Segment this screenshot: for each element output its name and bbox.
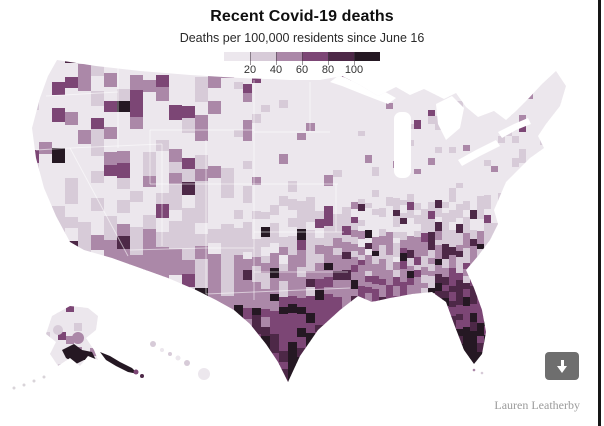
legend-tick-label: 80	[321, 64, 335, 76]
legend-swatch	[354, 52, 380, 61]
contiguous-us	[32, 60, 566, 382]
legend-swatch	[224, 52, 250, 61]
legend-tick-label: 60	[295, 64, 309, 76]
legend-swatch	[276, 52, 302, 61]
legend-swatch	[328, 52, 354, 61]
great-lakes	[330, 76, 531, 178]
hawaii-inset	[150, 341, 210, 380]
legend-tick-label: 40	[269, 64, 283, 76]
legend-tick	[276, 52, 277, 65]
legend-color-bar	[224, 52, 380, 61]
video-frame-edge	[598, 0, 601, 426]
chart-title: Recent Covid-19 deaths	[210, 8, 394, 25]
legend-tick	[250, 52, 251, 65]
florida-keys	[472, 368, 484, 375]
color-legend: 20 40 60 80 100	[224, 52, 380, 78]
legend-swatch	[302, 52, 328, 61]
legend-swatch	[250, 52, 276, 61]
arrow-down-icon	[557, 359, 567, 373]
legend-tick	[302, 52, 303, 65]
county-cells	[32, 60, 566, 382]
legend-tick	[328, 52, 329, 65]
chart-subtitle: Deaths per 100,000 residents since June …	[179, 31, 425, 45]
author-credit: Lauren Leatherby	[494, 398, 580, 412]
alaska-inset	[12, 306, 144, 390]
legend-tick-label: 20	[243, 64, 257, 76]
legend-tick	[354, 52, 355, 65]
download-button[interactable]	[545, 352, 579, 380]
chart-header: Recent Covid-19 deaths Deaths per 100,00…	[0, 8, 604, 78]
state-borders	[35, 62, 351, 300]
legend-tick-label: 100	[344, 64, 364, 76]
